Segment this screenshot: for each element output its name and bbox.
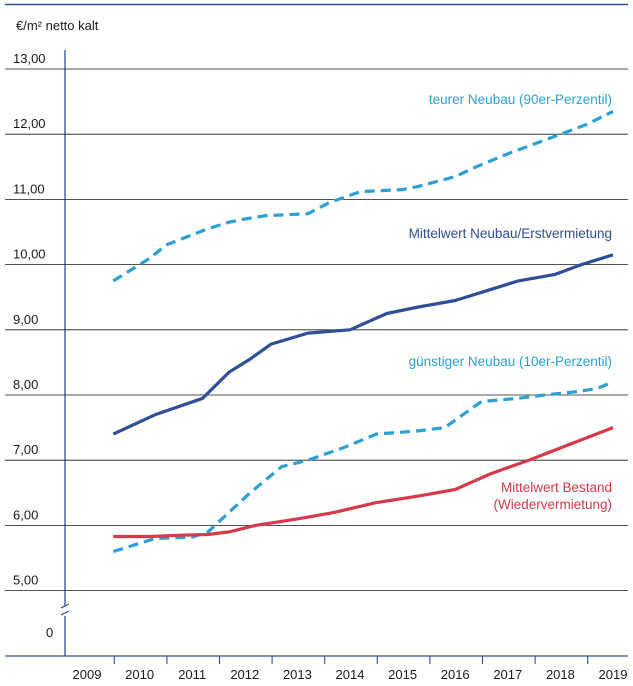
series-labels: teurer Neubau (90er-Perzentil) Mittelwert…: [409, 92, 612, 512]
x-tick-label: 2014: [336, 667, 365, 682]
axis-break-mark: [60, 603, 70, 609]
y-tick-label: 11,00: [13, 181, 45, 196]
series-line-3: [112, 380, 614, 554]
y-tick-label: 12,00: [13, 116, 46, 131]
chart-frame: [5, 3, 628, 657]
x-tick-label: 2010: [125, 667, 154, 682]
y-tick-label: 8,00: [13, 377, 38, 392]
series-lines: [112, 109, 614, 554]
series-line-4: [113, 426, 614, 539]
y-tick-label: 7,00: [13, 442, 38, 457]
series-label-2: Mittelwert Neubau/Erstvermietung: [409, 226, 612, 241]
series-line-1: [112, 109, 614, 283]
series-label-4: (Wiedervermietung): [493, 497, 612, 512]
x-tick-label: 2009: [73, 667, 102, 682]
series-line-2: [112, 253, 614, 436]
x-tick-label: 2017: [493, 667, 522, 682]
grid-lines: [5, 68, 628, 591]
series-label-3: günstiger Neubau (10er-Perzentil): [409, 354, 612, 369]
y-tick-label: 13,00: [13, 51, 46, 66]
y-tick-label: 9,00: [13, 312, 38, 327]
x-axis-tick-labels: 2009 2010 2011 2012 2013 2014 2015 2016 2017 2018…: [73, 656, 628, 682]
y-tick-label: 5,00: [13, 573, 38, 588]
y-axis-tick-labels: 13,00 12,00 11,00 10,00 9,00 8,00 7,00 6,00 5,00…: [13, 51, 53, 640]
y-tick-label-zero: 0: [46, 625, 53, 640]
y-tick-label: 10,00: [13, 247, 46, 262]
x-tick-label: 2019: [599, 667, 628, 682]
x-tick-label: 2012: [230, 667, 259, 682]
y-axis-label: €/m² netto kalt: [16, 18, 99, 33]
x-tick-label: 2015: [388, 667, 417, 682]
x-tick-label: 2011: [178, 667, 206, 682]
x-tick-label: 2016: [441, 667, 470, 682]
y-tick-label: 6,00: [13, 507, 38, 522]
axis-break-mark: [60, 610, 70, 616]
series-label-4: Mittelwert Bestand: [501, 480, 612, 495]
series-label-1: teurer Neubau (90er-Perzentil): [429, 92, 612, 107]
x-tick-label: 2018: [546, 667, 575, 682]
x-tick-label: 2013: [283, 667, 312, 682]
